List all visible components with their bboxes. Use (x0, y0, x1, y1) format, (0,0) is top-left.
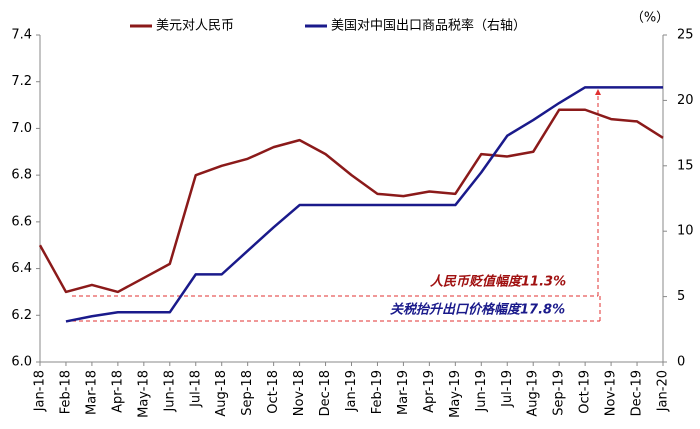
x-tick-label: Aug-19 (526, 370, 541, 417)
y-tick-label: 7.2 (11, 74, 32, 89)
x-tick-label: Nov-19 (604, 370, 619, 416)
y2-axis-label: （%） (631, 11, 669, 26)
x-tick-label: Apr-19 (422, 370, 437, 413)
x-tick-label: Jun-18 (162, 370, 177, 413)
x-tick-label: Apr-18 (110, 370, 125, 413)
x-tick-label: Jan-19 (344, 370, 359, 412)
y-tick-label: 6.4 (11, 261, 32, 276)
annotation-lines (72, 89, 601, 322)
y-tick-label: 7.4 (11, 28, 32, 43)
y2-tick-label: 25 (677, 28, 694, 43)
legend-label: 美元对人民币 (156, 19, 234, 34)
x-tick-label: Mar-18 (84, 370, 99, 415)
y-tick-label: 6.0 (11, 355, 32, 370)
annotation: 人民币贬值幅度11.3% (430, 274, 566, 290)
x-tick-label: Jan-20 (656, 370, 671, 412)
y-tick-label: 6.8 (11, 168, 32, 183)
x-tick-label: Jun-19 (474, 370, 489, 413)
x-tick-label: Feb-19 (370, 370, 385, 414)
x-tick-label: May-18 (136, 370, 151, 418)
x-tick-label: Jul-19 (500, 370, 515, 408)
x-tick-label: Jul-18 (188, 370, 203, 408)
x-tick-label: Oct-19 (578, 370, 593, 414)
x-tick-label: Sep-18 (240, 370, 255, 416)
x-tick-label: May-19 (448, 370, 463, 418)
series-line (38, 108, 664, 294)
x-tick-label: Aug-18 (214, 370, 229, 417)
legend-label: 美国对中国出口商品税率（右轴） (331, 18, 526, 34)
y-tick-label: 6.6 (11, 214, 32, 229)
x-tick-label: Dec-19 (630, 370, 645, 416)
x-tick-label: Feb-18 (58, 370, 73, 414)
annotation: 关税抬升出口价格幅度17.8% (390, 302, 565, 318)
x-tick-label: Mar-19 (396, 370, 411, 415)
y2-tick-label: 5 (677, 289, 685, 304)
y2-tick-label: 20 (677, 93, 694, 108)
x-tick-label: Nov-18 (292, 370, 307, 416)
y-tick-label: 7.0 (11, 121, 32, 136)
y2-tick-label: 15 (677, 158, 694, 173)
y2-tick-label: 10 (677, 224, 694, 239)
x-tick-label: Jan-18 (33, 370, 48, 412)
y2-tick-label: 0 (677, 355, 685, 370)
x-tick-label: Dec-18 (318, 370, 333, 416)
x-tick-label: Sep-19 (552, 370, 567, 416)
series-line (65, 86, 663, 323)
y-tick-label: 6.2 (11, 308, 32, 323)
x-tick-label: Oct-18 (266, 370, 281, 414)
